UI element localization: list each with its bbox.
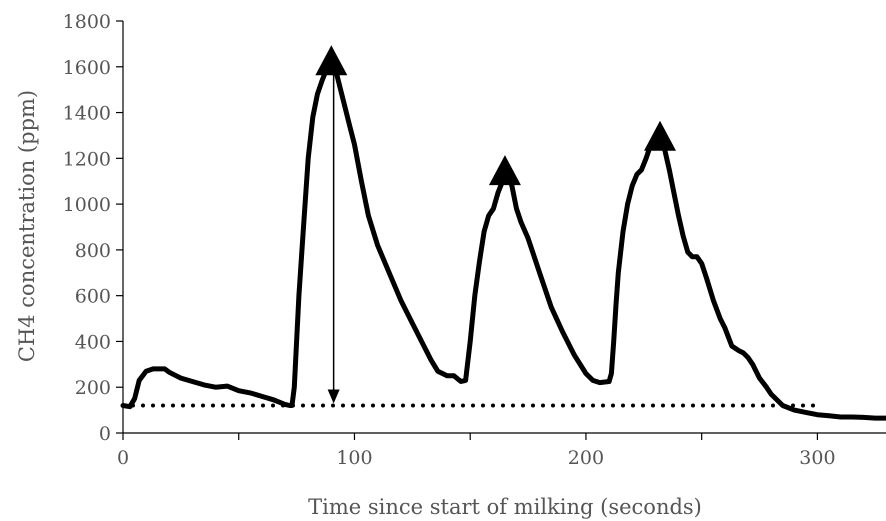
y-tick-label: 1200 xyxy=(63,148,111,170)
y-tick-label: 200 xyxy=(75,377,111,399)
x-tick-label: 0 xyxy=(117,447,129,469)
y-tick-label: 1000 xyxy=(63,194,111,216)
y-tick-label: 400 xyxy=(75,331,111,353)
x-tick-label: 300 xyxy=(799,447,835,469)
x-axis-title: Time since start of milking (seconds) xyxy=(308,495,702,519)
y-tick-label: 1800 xyxy=(63,11,111,33)
peak-triangle-marker xyxy=(488,155,521,186)
y-tick-label: 800 xyxy=(75,240,111,262)
arrowhead-down xyxy=(327,389,340,404)
y-axis-title: CH4 concentration (ppm) xyxy=(15,90,39,362)
x-tick-label: 100 xyxy=(336,447,372,469)
x-tick-label: 200 xyxy=(568,447,604,469)
y-tick-label: 1600 xyxy=(63,57,111,79)
peak-triangle-marker xyxy=(315,45,348,76)
y-tick-label: 1400 xyxy=(63,103,111,125)
ch4-series-line xyxy=(120,59,886,421)
y-tick-label: 0 xyxy=(99,423,111,445)
y-tick-label: 600 xyxy=(75,286,111,308)
peak-triangle-marker xyxy=(644,120,677,151)
